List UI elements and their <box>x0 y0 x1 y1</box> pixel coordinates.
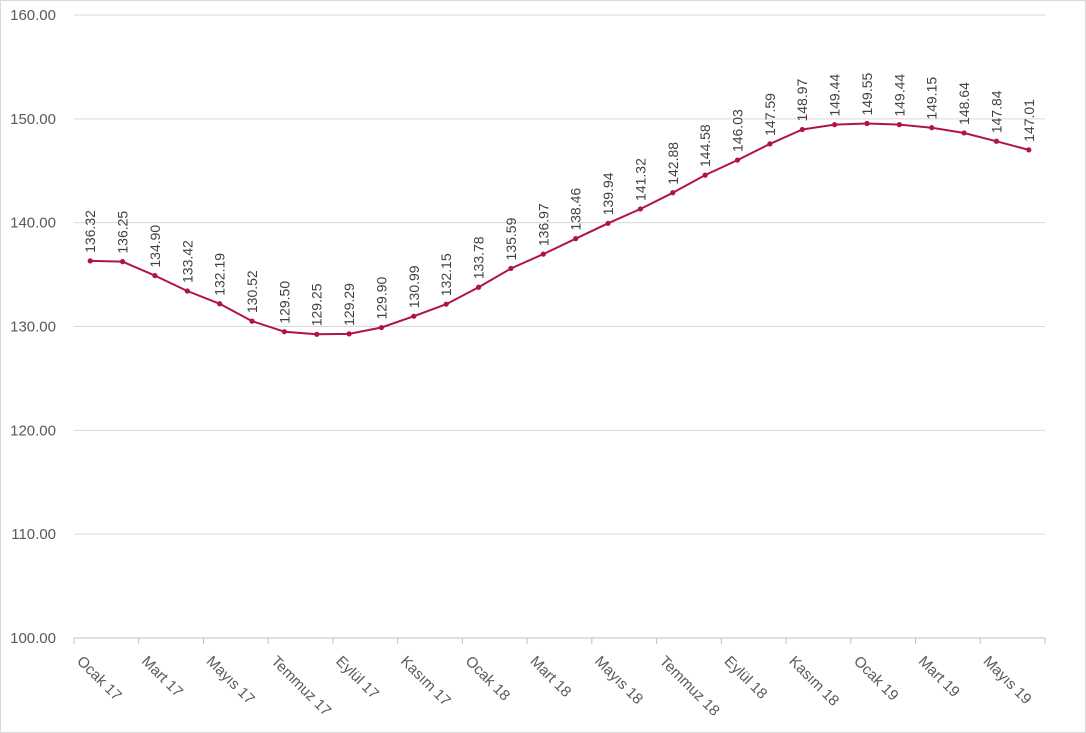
y-axis: 100.00 110.00 120.00 130.00 140.00 150.00 160.… <box>10 7 56 647</box>
data-point <box>475 284 482 290</box>
data-point <box>670 190 676 196</box>
y-tick-label: 130.00 <box>10 319 56 336</box>
data-point <box>961 130 967 136</box>
x-tick-label: Ocak 17 <box>73 653 125 705</box>
data-point <box>767 141 773 147</box>
x-tick-label: Mart 19 <box>915 653 963 701</box>
x-tick-label: Eylül 17 <box>332 653 382 703</box>
data-label: 148.64 <box>956 82 972 125</box>
x-tick-label: Ocak 19 <box>850 653 902 705</box>
x-tick-label: Mayıs 17 <box>203 653 258 708</box>
data-label: 132.15 <box>438 253 454 296</box>
data-label: 138.46 <box>568 188 584 231</box>
data-label: 149.15 <box>924 77 940 120</box>
data-label: 147.59 <box>762 93 778 136</box>
data-point <box>119 259 126 265</box>
data-label: 134.90 <box>147 225 163 268</box>
x-tick-label: Kasım 18 <box>785 653 842 710</box>
data-label: 144.58 <box>697 124 713 167</box>
data-label: 130.99 <box>406 265 422 308</box>
data-point <box>864 120 870 127</box>
data-point <box>734 157 741 163</box>
y-tick-label: 160.00 <box>10 7 56 24</box>
data-point <box>799 126 805 133</box>
data-point <box>443 301 449 307</box>
data-point <box>832 122 838 128</box>
data-point <box>314 331 320 337</box>
y-tick-label: 110.00 <box>11 526 56 543</box>
x-tick-label: Eylül 18 <box>721 653 771 703</box>
data-point <box>411 313 417 319</box>
data-label: 136.32 <box>82 210 98 253</box>
x-tick-label: Kasım 17 <box>397 653 454 710</box>
x-tick-label: Temmuz 18 <box>656 653 723 720</box>
gridlines <box>74 14 1045 639</box>
data-label: 135.59 <box>503 217 519 260</box>
data-point <box>929 125 935 131</box>
data-label: 149.44 <box>891 74 907 117</box>
data-label: 129.50 <box>276 281 292 324</box>
y-tick-label: 100.00 <box>10 630 56 647</box>
data-label: 148.97 <box>794 78 810 121</box>
data-label: 133.78 <box>471 236 487 279</box>
data-point <box>346 331 352 337</box>
data-label: 149.55 <box>859 72 875 115</box>
data-label: 129.29 <box>341 283 357 326</box>
data-label: 132.19 <box>212 253 228 296</box>
y-tick-label: 150.00 <box>10 111 56 128</box>
data-point <box>281 329 287 335</box>
data-label: 129.25 <box>309 283 325 326</box>
data-point <box>87 258 93 264</box>
data-point <box>152 273 158 279</box>
data-point <box>508 265 514 272</box>
x-tick-label: Ocak 18 <box>462 653 514 705</box>
data-label: 142.88 <box>665 142 681 185</box>
data-points <box>87 120 1032 337</box>
data-point <box>993 138 1000 144</box>
data-point <box>378 324 385 331</box>
data-label: 129.90 <box>373 277 389 320</box>
data-point <box>702 172 708 178</box>
data-point <box>184 288 190 294</box>
x-tick-label: Temmuz 17 <box>268 653 335 720</box>
data-labels: 136.32 136.25 134.90 133.42 132.19 130.52 129.… <box>82 72 1037 326</box>
data-label: 146.03 <box>730 109 746 152</box>
series-line <box>90 122 1030 336</box>
series-polyline <box>90 122 1030 336</box>
data-label: 136.97 <box>535 203 551 246</box>
data-point <box>249 318 255 324</box>
data-label: 141.32 <box>632 158 648 201</box>
data-label: 147.84 <box>988 90 1004 133</box>
data-point <box>896 122 902 128</box>
data-label: 147.01 <box>1021 99 1037 142</box>
y-tick-label: 120.00 <box>10 422 56 439</box>
data-point <box>605 220 611 226</box>
x-tick-label: Mayıs 19 <box>980 653 1035 708</box>
data-label: 133.42 <box>179 240 195 283</box>
x-tick-label: Mart 18 <box>526 653 574 701</box>
x-tick-label: Mayıs 18 <box>591 653 646 708</box>
data-label: 139.94 <box>600 172 616 215</box>
data-point <box>540 251 546 257</box>
data-label: 130.52 <box>244 270 260 313</box>
data-point <box>1026 147 1032 153</box>
data-point <box>573 236 579 242</box>
data-point <box>637 206 644 212</box>
data-point <box>217 301 223 307</box>
x-tick-label: Mart 17 <box>138 653 186 701</box>
y-tick-label: 140.00 <box>10 215 56 232</box>
data-label: 136.25 <box>115 211 131 254</box>
data-label: 149.44 <box>827 74 843 117</box>
